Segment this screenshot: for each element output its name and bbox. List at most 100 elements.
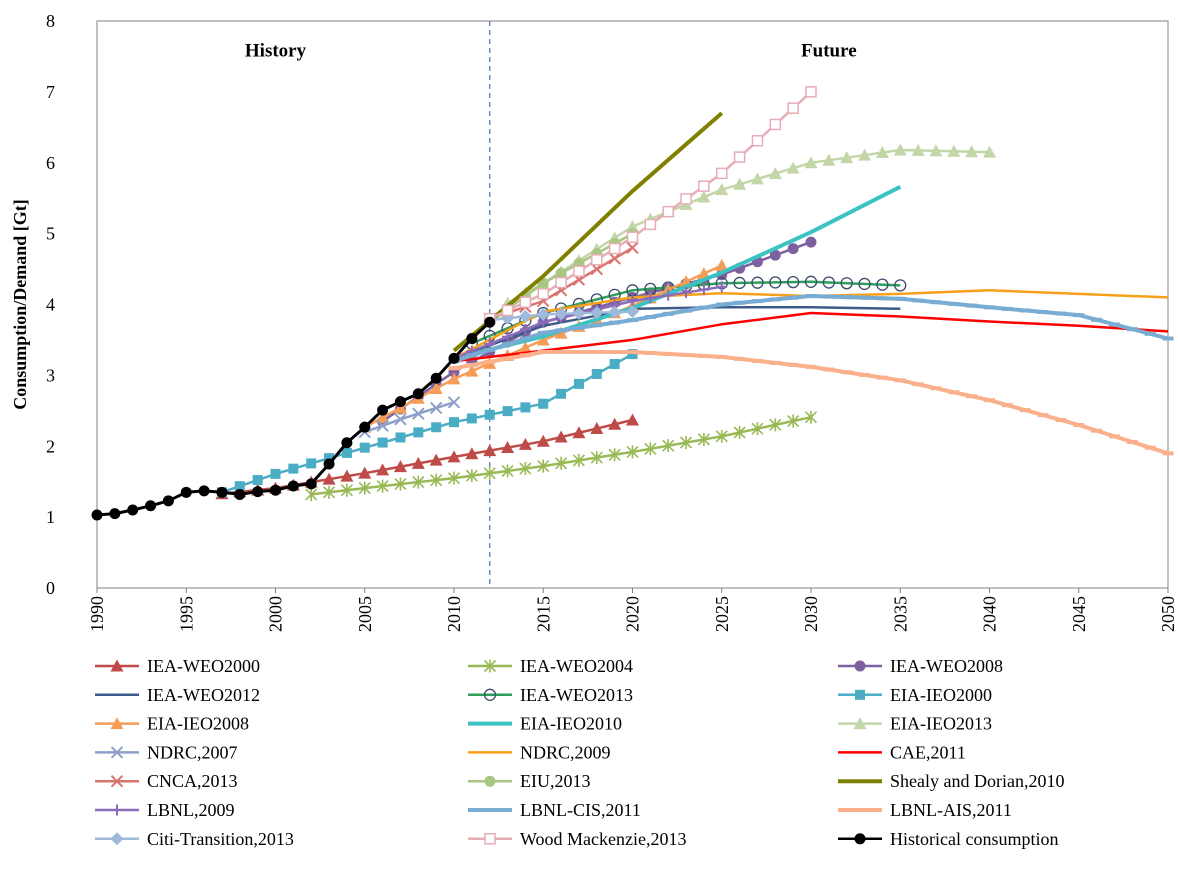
data-point bbox=[786, 161, 800, 174]
data-point bbox=[733, 276, 746, 290]
legend-marker bbox=[854, 833, 866, 845]
data-point bbox=[840, 151, 854, 164]
data-point bbox=[769, 418, 782, 432]
data-point bbox=[162, 495, 174, 507]
data-point bbox=[715, 259, 729, 272]
data-point bbox=[965, 145, 979, 158]
data-point bbox=[412, 407, 425, 420]
data-point bbox=[697, 432, 710, 446]
data-point bbox=[322, 472, 336, 485]
x-tick-label: 2005 bbox=[355, 596, 375, 632]
legend-label: Shealy and Dorian,2010 bbox=[890, 771, 1064, 791]
series-wood-mackenzie-2013 bbox=[483, 86, 817, 325]
data-point bbox=[519, 296, 532, 308]
legend-entry-eia-ieo2008: EIA-IEO2008 bbox=[95, 714, 249, 734]
data-point bbox=[465, 469, 478, 483]
data-point bbox=[555, 456, 568, 470]
data-point bbox=[252, 475, 263, 486]
legend-marker bbox=[110, 717, 124, 730]
data-point bbox=[644, 218, 657, 231]
data-point bbox=[608, 252, 621, 265]
legend-entry-lbnl-ais-2011: LBNL-AIS,2011 bbox=[838, 800, 1012, 820]
data-point bbox=[626, 220, 639, 233]
data-point bbox=[804, 275, 818, 288]
data-point bbox=[805, 86, 817, 98]
data-point bbox=[377, 437, 388, 448]
legend-label: EIA-IEO2008 bbox=[147, 714, 249, 734]
series-line bbox=[221, 353, 634, 494]
data-point bbox=[447, 450, 461, 463]
legend-marker bbox=[483, 688, 497, 701]
data-point bbox=[180, 486, 192, 498]
data-point bbox=[698, 284, 710, 296]
data-point bbox=[447, 471, 461, 485]
data-point bbox=[466, 333, 478, 345]
legend-label: CAE,2011 bbox=[890, 742, 966, 762]
legend-entry-lbnl-2009: LBNL,2009 bbox=[95, 800, 235, 820]
data-point bbox=[429, 382, 443, 395]
data-point bbox=[537, 459, 550, 473]
series-iea-weo2004 bbox=[305, 410, 818, 501]
annotation-history: History bbox=[245, 40, 307, 61]
data-point bbox=[430, 372, 442, 384]
legend-marker bbox=[110, 659, 124, 672]
legend-entry-shealy-and-dorian-2010: Shealy and Dorian,2010 bbox=[838, 771, 1064, 791]
data-point bbox=[429, 401, 443, 415]
legend-entry-cnca-2013: CNCA,2013 bbox=[95, 771, 238, 791]
data-point bbox=[572, 453, 586, 467]
data-point bbox=[376, 463, 390, 476]
data-point bbox=[323, 458, 335, 470]
data-point bbox=[572, 306, 586, 320]
data-point bbox=[501, 441, 515, 454]
legend-label: NDRC,2009 bbox=[520, 742, 611, 762]
data-point bbox=[340, 483, 353, 497]
data-point bbox=[769, 249, 781, 261]
legend: IEA-WEO2000 IEA-WEO2004 IEA-WEO2008 IEA-WEO… bbox=[95, 656, 1064, 849]
data-point bbox=[358, 466, 372, 479]
series-line bbox=[453, 306, 901, 360]
data-point bbox=[787, 243, 799, 255]
data-point bbox=[573, 378, 584, 389]
data-point bbox=[769, 276, 782, 289]
data-point bbox=[483, 466, 496, 480]
data-point bbox=[787, 275, 800, 289]
legend-label: CNCA,2013 bbox=[147, 771, 238, 791]
data-point bbox=[393, 401, 407, 414]
data-point bbox=[501, 464, 514, 478]
data-point bbox=[536, 333, 550, 346]
data-point bbox=[216, 486, 228, 498]
x-tick-label: 2000 bbox=[266, 596, 286, 632]
data-point bbox=[429, 453, 443, 466]
data-point bbox=[518, 341, 532, 354]
data-point bbox=[288, 463, 299, 474]
data-point bbox=[840, 277, 853, 290]
annotation-future: Future bbox=[801, 40, 857, 61]
legend-label: EIU,2013 bbox=[520, 771, 591, 791]
legend-entry-cae-2011: CAE,2011 bbox=[838, 742, 966, 762]
data-point bbox=[324, 453, 335, 464]
data-point bbox=[875, 146, 889, 159]
legend-label: Historical consumption bbox=[890, 829, 1058, 849]
data-point bbox=[787, 414, 800, 428]
data-point bbox=[805, 236, 817, 248]
data-point bbox=[447, 372, 461, 385]
data-point bbox=[198, 485, 210, 497]
series-historical-consumption bbox=[91, 316, 496, 521]
data-point bbox=[554, 307, 568, 321]
x-tick-label: 2035 bbox=[890, 596, 910, 632]
data-point bbox=[554, 430, 568, 443]
data-point bbox=[627, 349, 638, 360]
data-point bbox=[609, 359, 620, 370]
legend-marker bbox=[853, 717, 867, 730]
data-point bbox=[983, 145, 996, 158]
data-point bbox=[662, 439, 675, 453]
legend-entry-iea-weo2000: IEA-WEO2000 bbox=[95, 656, 260, 676]
data-point bbox=[536, 434, 550, 447]
legend-entry-iea-weo2004: IEA-WEO2004 bbox=[468, 656, 633, 676]
x-tick-label: 1995 bbox=[176, 596, 196, 632]
y-tick-label: 8 bbox=[46, 11, 55, 31]
data-point bbox=[716, 167, 728, 180]
data-point bbox=[608, 448, 621, 462]
data-point bbox=[590, 451, 603, 465]
data-point bbox=[359, 442, 370, 453]
